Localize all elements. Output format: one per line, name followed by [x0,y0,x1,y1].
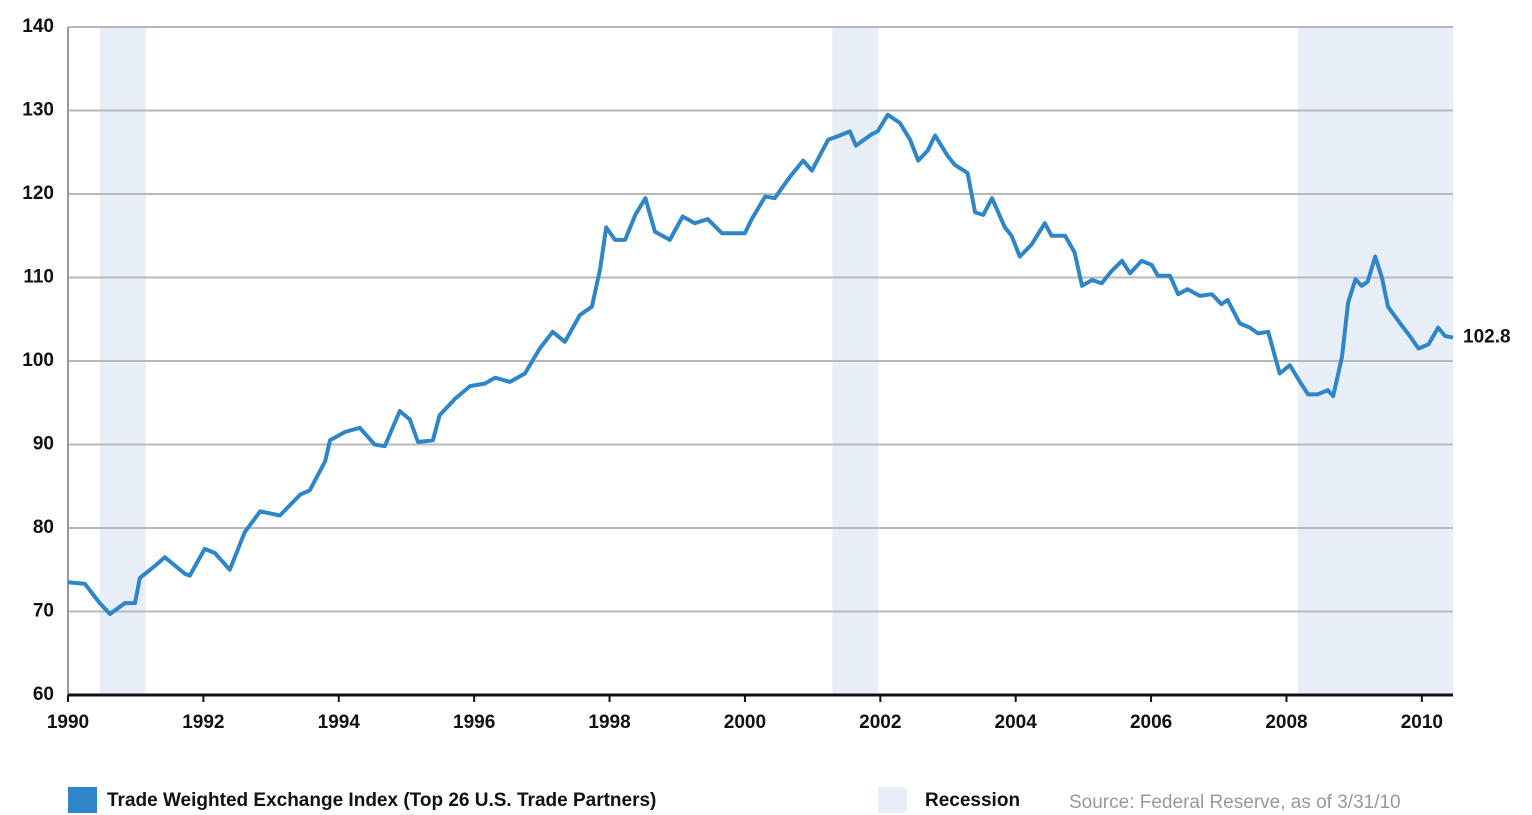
y-tick-label: 110 [23,267,54,288]
legend-label: Recession [925,790,1020,811]
x-tick-label: 2000 [724,712,766,733]
x-tick-label: 2004 [995,712,1038,733]
source-note: Source: Federal Reserve, as of 3/31/10 [1069,792,1401,813]
x-tick-label: 1994 [318,712,361,733]
x-tick-label: 1992 [182,712,224,733]
x-tick-label: 1996 [453,712,495,733]
x-tick-label: 1998 [588,712,630,733]
y-tick-label: 100 [22,350,54,371]
y-tick-label: 80 [33,517,54,538]
y-tick-label: 90 [33,434,54,455]
data-line [67,112,1454,616]
y-tick-label: 140 [22,16,54,37]
y-tick-label: 70 [33,601,54,622]
x-tick-label: 2006 [1130,712,1172,733]
x-tick-label: 2002 [859,712,901,733]
legend-label: Trade Weighted Exchange Index (Top 26 U.… [107,790,656,811]
x-tick-label: 2008 [1265,712,1307,733]
y-tick-label: 60 [33,684,54,705]
x-tick-label: 1990 [47,712,89,733]
x-tick-label: 2010 [1401,712,1443,733]
end-value-label: 102.8 [1463,327,1511,348]
y-tick-label: 120 [22,183,54,204]
legend-swatch [878,787,907,813]
legend-swatch [68,787,97,813]
y-tick-label: 130 [22,100,54,121]
